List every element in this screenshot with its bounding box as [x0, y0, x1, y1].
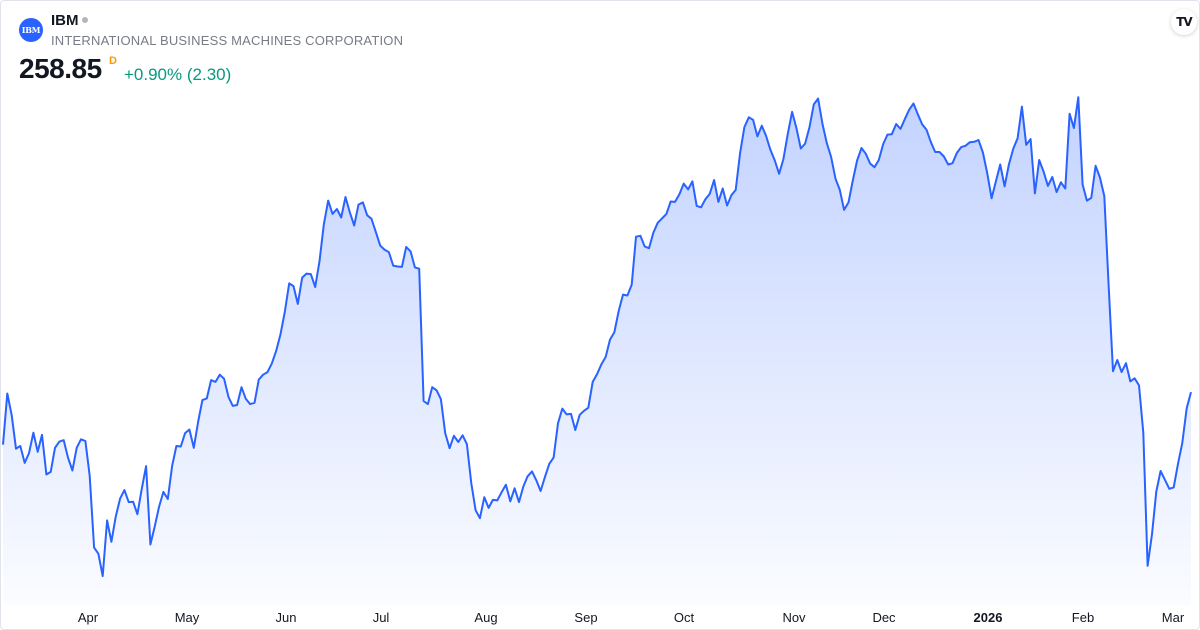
market-status-dot — [82, 17, 88, 23]
x-tick-label: Dec — [872, 610, 896, 625]
x-tick-label: Feb — [1072, 610, 1094, 625]
price-flag: D — [109, 55, 117, 67]
tradingview-logo-icon[interactable]: TV — [1171, 9, 1197, 35]
x-tick-label: Sep — [574, 610, 597, 625]
x-tick-label: Apr — [78, 610, 99, 625]
price-area-fill — [3, 97, 1191, 605]
last-price: 258.85 — [19, 53, 102, 84]
x-tick-label: Mar — [1162, 610, 1185, 625]
x-tick-label: Nov — [782, 610, 806, 625]
price-change: +0.90% (2.30) — [124, 65, 232, 84]
x-tick-label: Oct — [674, 610, 695, 625]
x-tick-label: Aug — [474, 610, 497, 625]
company-logo: IBM — [19, 18, 43, 42]
ticker-symbol[interactable]: IBM — [51, 12, 79, 29]
x-tick-label: 2026 — [974, 610, 1003, 625]
price-line — [2, 96, 1192, 578]
x-tick-label: Jul — [373, 610, 390, 625]
x-tick-label: Jun — [276, 610, 297, 625]
company-name: INTERNATIONAL BUSINESS MACHINES CORPORAT… — [51, 33, 404, 48]
x-tick-label: May — [175, 610, 200, 625]
